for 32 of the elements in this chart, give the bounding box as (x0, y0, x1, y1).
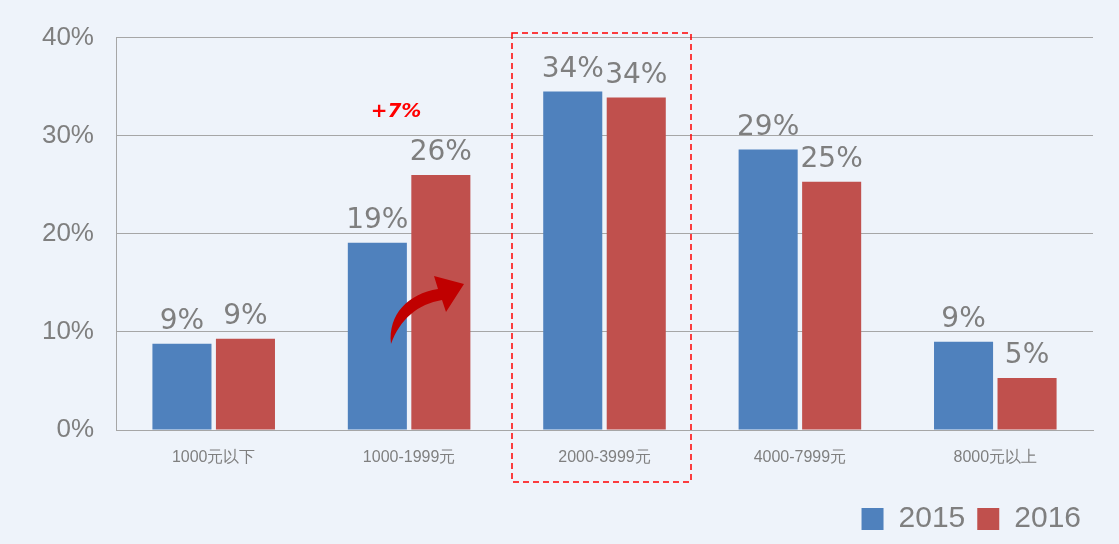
bar (347, 242, 407, 430)
y-tick-label: 10% (41, 315, 94, 346)
x-tick-label: 1000元以下 (171, 448, 256, 466)
y-tick-label: 0% (56, 413, 94, 444)
x-tick-label: 4000-7999元 (753, 448, 847, 466)
bar (152, 343, 212, 430)
bar (934, 341, 994, 430)
data-label: 29% (737, 108, 800, 142)
data-label: 34% (605, 56, 668, 90)
bar (606, 97, 666, 430)
bar (215, 338, 275, 430)
y-tick-label: 20% (41, 216, 94, 247)
y-tick-label: 30% (41, 118, 94, 149)
bar (802, 181, 862, 430)
legend-label: 2015 (898, 500, 966, 534)
y-tick-label: 40% (41, 20, 94, 51)
x-tick-label: 8000元以上 (953, 448, 1038, 466)
data-label: 25% (800, 141, 863, 175)
legend-label: 2016 (1014, 500, 1082, 534)
data-label: 34% (541, 50, 604, 84)
data-label: 5% (1004, 337, 1050, 371)
bar (738, 149, 798, 430)
data-label: 26% (409, 134, 472, 168)
annotation: +7% (370, 97, 422, 122)
data-label: 9% (159, 302, 205, 336)
bar (543, 91, 603, 430)
data-label: 9% (223, 298, 268, 332)
bar (997, 378, 1057, 430)
x-tick-label: 2000-3999元 (558, 448, 651, 466)
data-label: 19% (346, 201, 409, 235)
data-label: 9% (941, 300, 986, 334)
x-tick-label: 1000-1999元 (362, 448, 456, 466)
